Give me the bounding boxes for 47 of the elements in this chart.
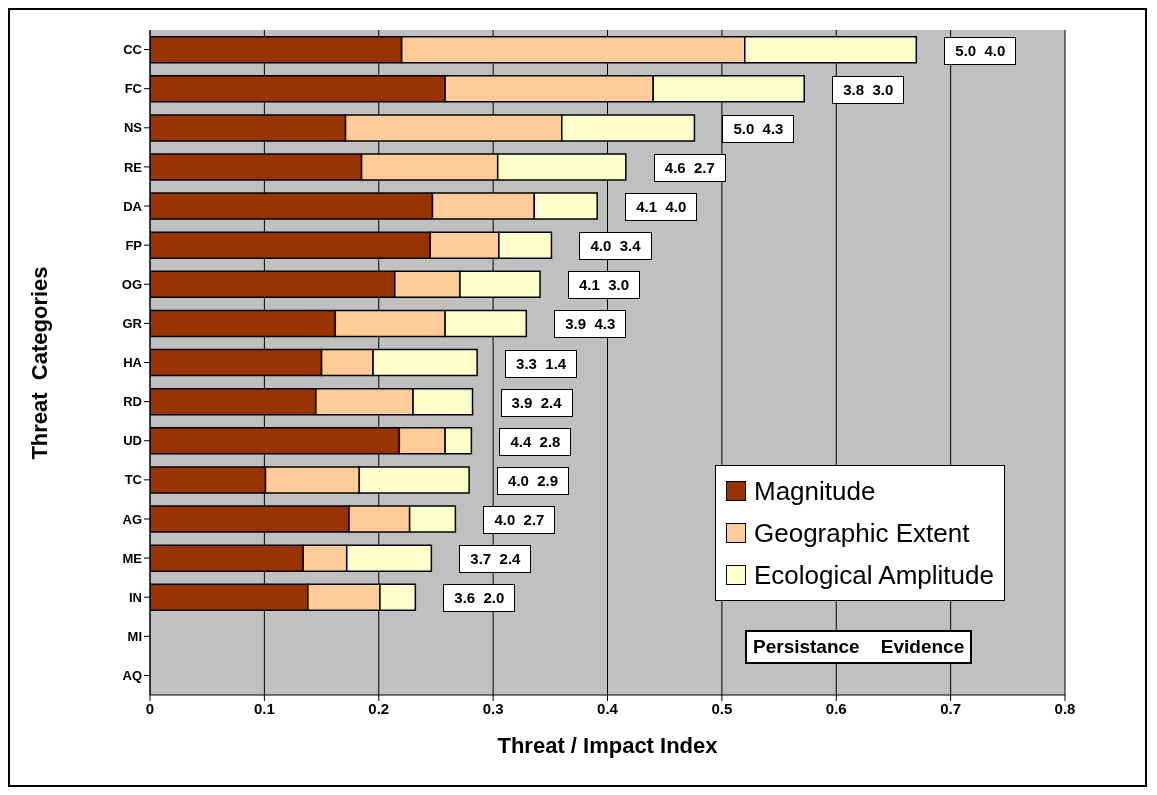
y-tick-label: OG [121,276,142,292]
y-tick-label: FC [124,81,143,97]
y-tick-label: MI [127,628,142,644]
y-tick-label: ME [122,550,143,566]
y-tick-label: IN [129,589,142,605]
x-axis-title: Threat / Impact Index [496,733,719,759]
y-tick-label: HA [123,355,143,371]
y-tick-label: TC [124,472,143,488]
x-tick-label: 0 [145,699,155,717]
annotation: 3.6 2.0 [443,584,516,613]
annotation: 4.1 3.0 [568,271,641,300]
annotation: Persistance Evidence [745,630,973,664]
annotation: 4.4 2.8 [499,427,572,456]
x-tick-label: 0.2 [368,699,390,717]
y-tick-label: RD [123,394,142,410]
y-tick-label: UD [123,433,142,449]
x-tick-label: 0.1 [253,699,275,717]
y-tick-label: NS [123,120,143,136]
y-tick-label: AG [122,511,142,527]
x-tick-label: 0.4 [597,699,619,717]
x-tick-label: 0.8 [1054,699,1076,717]
annotation: 5.0 4.3 [722,114,795,143]
y-tick-label: RE [123,159,143,175]
y-axis-title: Threat Categories [27,265,53,460]
annotation: 4.0 3.4 [579,232,652,261]
annotation: 3.9 4.3 [554,310,627,339]
legend-label: Geographic Extent [753,517,971,550]
y-tick-label: DA [123,198,143,214]
annotation: 3.8 3.0 [832,75,905,104]
x-tick-label: 0.3 [482,699,504,717]
annotation: 3.3 1.4 [505,349,578,378]
annotation: 4.1 4.0 [625,193,698,222]
y-tick-label: CC [123,42,143,58]
legend-label: Magnitude [753,475,877,508]
annotation: 4.0 2.7 [483,505,556,534]
annotation: 4.6 2.7 [653,153,726,182]
annotation: 3.7 2.4 [459,545,532,574]
y-tick-label: GR [122,316,143,331]
x-tick-label: 0.6 [825,699,847,717]
annotation: 5.0 4.0 [944,36,1017,65]
annotation: 4.0 2.9 [497,466,570,495]
y-tick-label: FP [125,237,143,253]
x-tick-label: 0.5 [711,699,733,717]
y-tick-label: AQ [122,668,142,684]
annotation: 3.9 2.4 [500,388,573,417]
legend-label: Ecological Amplitude [753,559,994,592]
x-tick-label: 0.7 [940,699,962,717]
